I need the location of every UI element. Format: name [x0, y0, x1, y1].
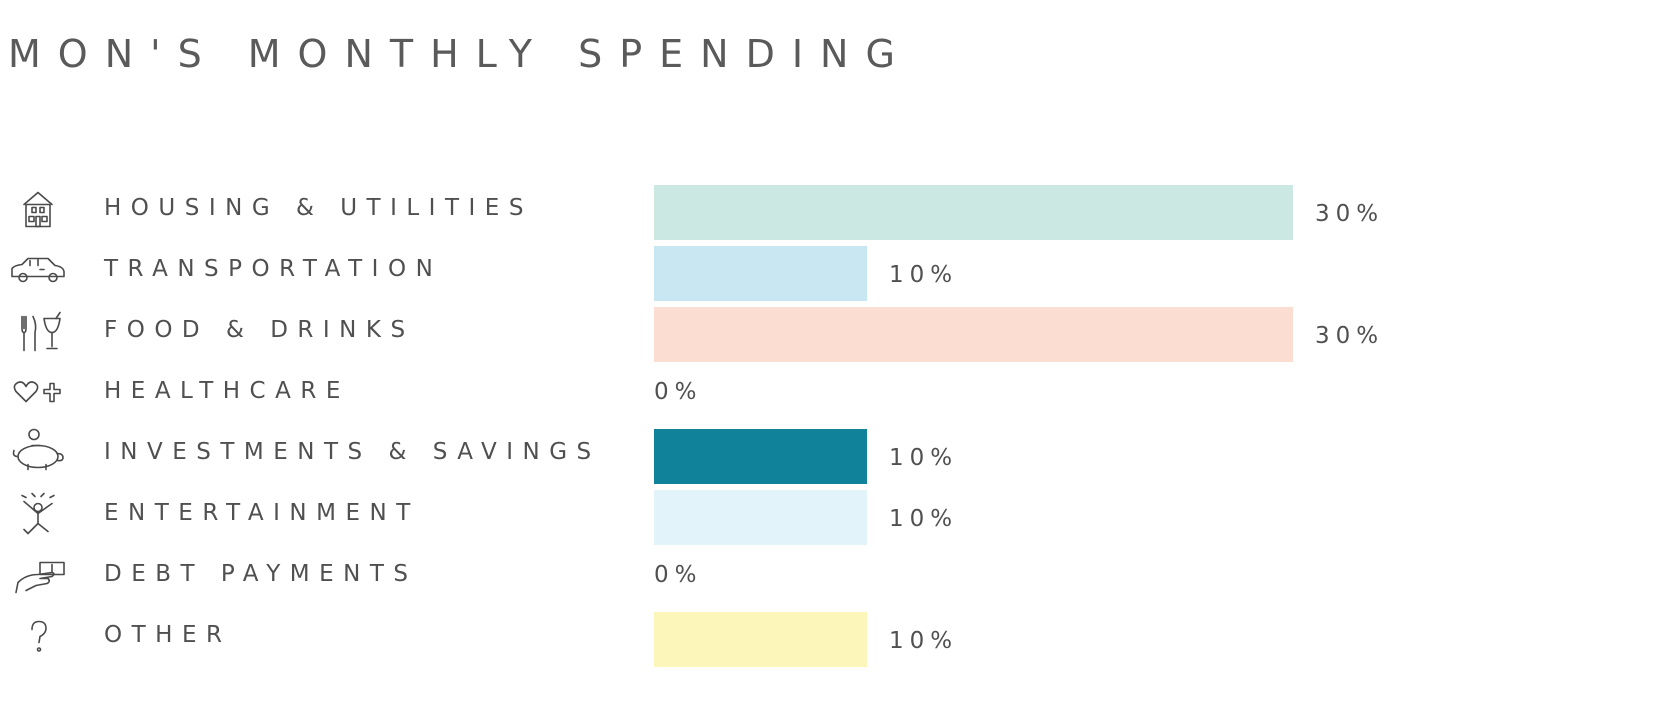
value-label: 10% [889, 262, 958, 288]
value-label: 30% [1315, 323, 1384, 349]
value-label: 10% [889, 506, 958, 532]
hand-money-icon [15, 561, 65, 594]
dancing-person-icon [21, 492, 55, 535]
fork-knife-glass-icon [21, 311, 61, 352]
house-icon [23, 191, 53, 228]
category-label: TRANSPORTATION [103, 256, 442, 282]
piggy-bank-icon [12, 428, 64, 471]
question-mark-icon [31, 620, 47, 652]
bar [654, 185, 1293, 240]
value-label: 10% [889, 628, 958, 654]
bar [654, 246, 867, 301]
bar [654, 429, 867, 484]
category-label: FOOD & DRINKS [104, 317, 415, 343]
value-label: 30% [1315, 201, 1384, 227]
category-label: HEALTHCARE [104, 378, 350, 404]
value-label: 10% [889, 445, 958, 471]
category-label: INVESTMENTS & SAVINGS [104, 439, 601, 465]
category-label: DEBT PAYMENTS [104, 561, 418, 587]
value-label: 0% [654, 562, 703, 588]
heart-plus-icon [13, 381, 61, 403]
chart-title: MON'S MONTHLY SPENDING [8, 32, 912, 76]
category-label: OTHER [104, 622, 231, 648]
bar [654, 307, 1293, 362]
car-icon [11, 257, 65, 283]
category-label: HOUSING & UTILITIES [104, 195, 533, 221]
bar [654, 490, 867, 545]
category-label: ENTERTAINMENT [104, 500, 420, 526]
value-label: 0% [654, 379, 703, 405]
bar [654, 612, 867, 667]
